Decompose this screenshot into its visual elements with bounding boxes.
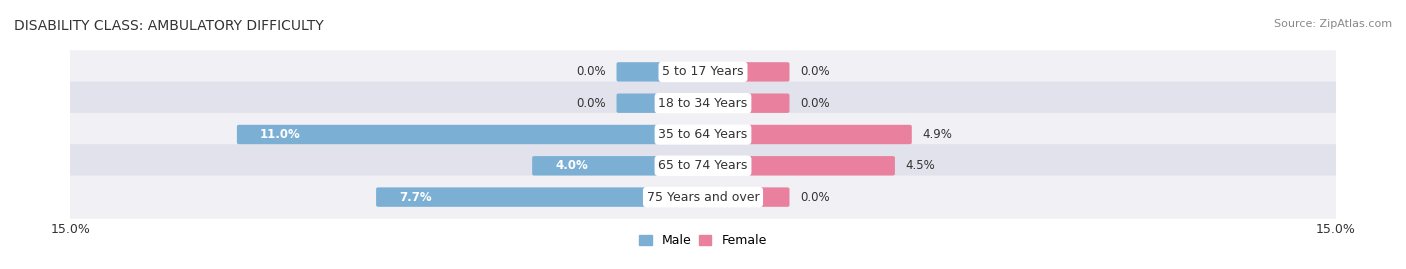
Text: 0.0%: 0.0% <box>800 191 830 204</box>
FancyBboxPatch shape <box>63 144 1343 187</box>
FancyBboxPatch shape <box>700 187 790 207</box>
Text: 4.5%: 4.5% <box>905 159 935 172</box>
FancyBboxPatch shape <box>63 175 1343 219</box>
Text: 7.7%: 7.7% <box>399 191 432 204</box>
Text: 65 to 74 Years: 65 to 74 Years <box>658 159 748 172</box>
Text: 75 Years and over: 75 Years and over <box>647 191 759 204</box>
Text: Source: ZipAtlas.com: Source: ZipAtlas.com <box>1274 19 1392 29</box>
FancyBboxPatch shape <box>700 62 790 82</box>
Text: 0.0%: 0.0% <box>576 65 606 78</box>
Text: DISABILITY CLASS: AMBULATORY DIFFICULTY: DISABILITY CLASS: AMBULATORY DIFFICULTY <box>14 19 323 33</box>
Text: 18 to 34 Years: 18 to 34 Years <box>658 97 748 110</box>
Text: 4.0%: 4.0% <box>555 159 588 172</box>
Text: 0.0%: 0.0% <box>576 97 606 110</box>
FancyBboxPatch shape <box>63 50 1343 94</box>
Text: 0.0%: 0.0% <box>800 65 830 78</box>
Legend: Male, Female: Male, Female <box>634 229 772 252</box>
FancyBboxPatch shape <box>616 62 706 82</box>
FancyBboxPatch shape <box>533 156 706 175</box>
FancyBboxPatch shape <box>377 187 706 207</box>
FancyBboxPatch shape <box>63 82 1343 125</box>
Text: 11.0%: 11.0% <box>260 128 301 141</box>
FancyBboxPatch shape <box>700 156 896 175</box>
FancyBboxPatch shape <box>700 125 911 144</box>
Text: 35 to 64 Years: 35 to 64 Years <box>658 128 748 141</box>
FancyBboxPatch shape <box>700 94 790 113</box>
Text: 4.9%: 4.9% <box>922 128 952 141</box>
FancyBboxPatch shape <box>63 113 1343 156</box>
Text: 5 to 17 Years: 5 to 17 Years <box>662 65 744 78</box>
FancyBboxPatch shape <box>236 125 704 144</box>
FancyBboxPatch shape <box>616 94 706 113</box>
Text: 0.0%: 0.0% <box>800 97 830 110</box>
